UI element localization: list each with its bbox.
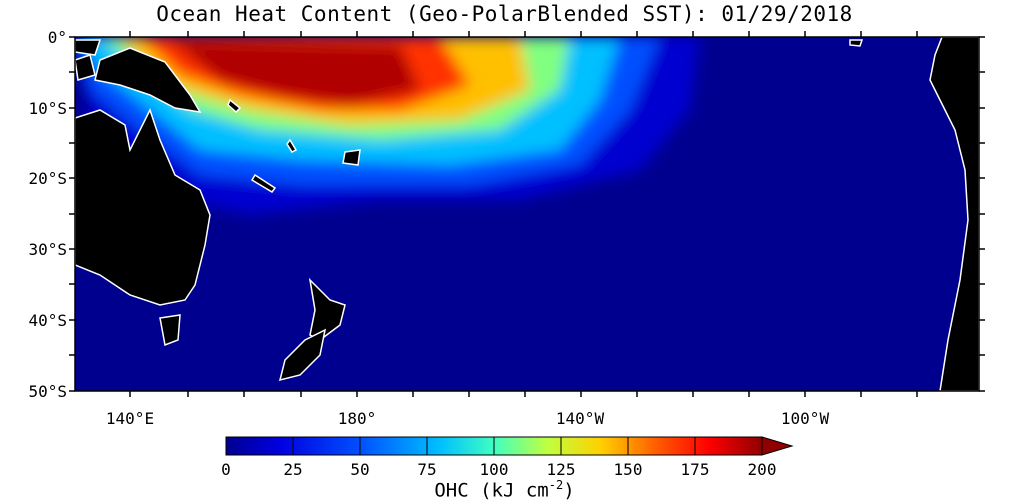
colorbar-tick-label: 25 [283, 460, 303, 479]
lon-label: 100°W [780, 409, 830, 428]
heat-field [75, 37, 700, 215]
colorbar-tick-label: 200 [747, 460, 777, 479]
new-guinea [94, 47, 202, 113]
australia [75, 108, 211, 306]
lon-label: 140°W [555, 409, 605, 428]
colorbar-tick-label: 175 [680, 460, 710, 479]
map-title: Ocean Heat Content (Geo-PolarBlended SST… [156, 2, 853, 26]
colorbar-tick-label: 150 [613, 460, 643, 479]
tasmania [159, 314, 181, 347]
colorbar-tick-label: 75 [417, 460, 437, 479]
units-exponent: -2 [548, 478, 564, 492]
lat-label: 20°S [28, 169, 67, 188]
lat-label: 30°S [28, 240, 67, 259]
colorbar [225, 436, 794, 456]
colorbar-segment-dividers [292, 437, 696, 455]
lat-label: 10°S [28, 99, 67, 118]
lat-label: 40°S [28, 311, 67, 330]
colorbar-tick-label: 50 [350, 460, 370, 479]
south-america [929, 37, 979, 391]
lon-label: 180° [337, 409, 377, 428]
colorbar-units-label: OHC (kJ cm-2) [0, 478, 1009, 501]
lon-ticks [129, 31, 918, 397]
colorbar-tick-label: 0 [221, 460, 231, 479]
colorbar-overflow-arrow [761, 436, 794, 456]
lat-ticks [69, 36, 985, 392]
lat-label: 50°S [28, 382, 67, 401]
new-zealand-north [308, 277, 346, 341]
units-close: ) [563, 479, 575, 502]
land [75, 37, 979, 391]
units-text: OHC (kJ cm [434, 479, 549, 502]
lon-label: 140°E [105, 409, 155, 428]
colorbar-tick-label: 100 [479, 460, 509, 479]
colorbar-tick-label: 125 [546, 460, 576, 479]
lat-label: 0° [47, 28, 67, 47]
new-zealand-south [278, 328, 327, 382]
